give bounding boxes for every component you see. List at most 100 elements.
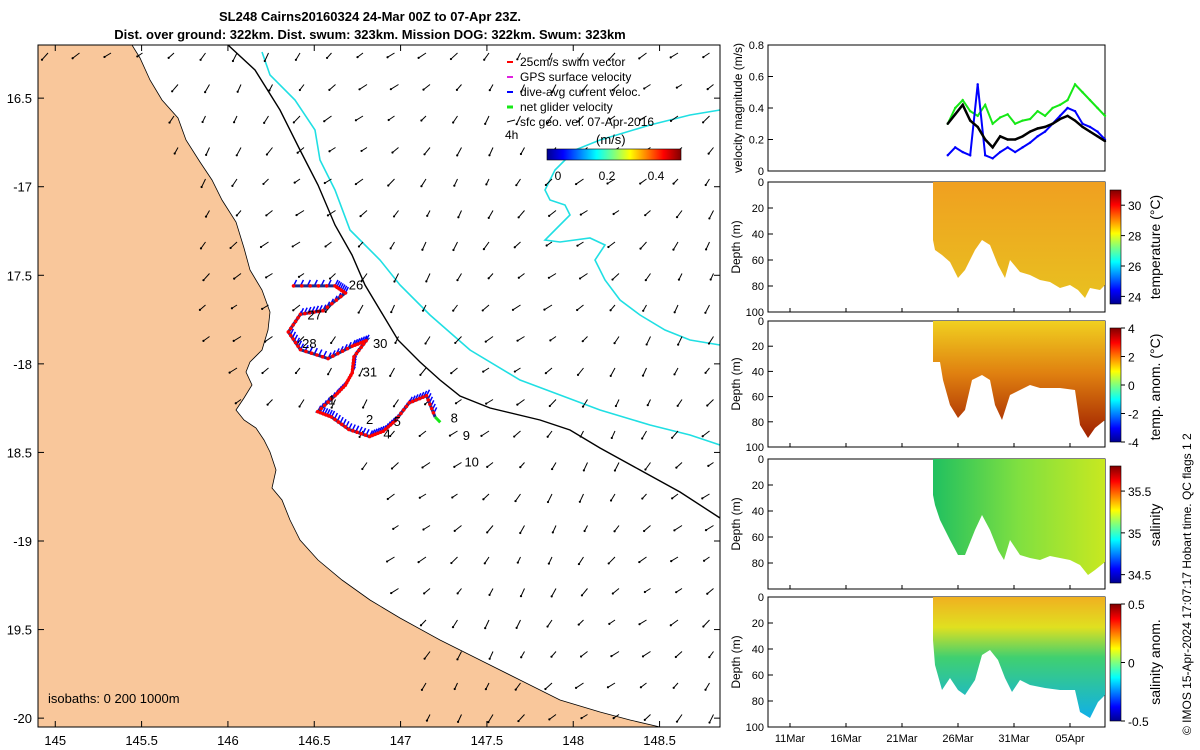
velocity-arrow [295,52,301,61]
velocity-arrow-head [235,214,238,217]
swim-vector-dot [355,430,359,435]
velocity-arrow [202,115,206,123]
velocity-arrow-head [546,122,549,125]
velocity-arrow [639,178,647,184]
velocity-arrow [230,241,238,249]
velocity-arrow-head [297,275,301,278]
legend-item-dive-avg: dive-avg current veloc. [507,85,641,99]
velocity-arrow [674,304,679,313]
velocity-arrow-head [581,340,584,343]
swim-vector-dot [386,425,390,429]
velocity-arrow-head [550,91,554,94]
velocity-arrow [331,399,336,408]
title-line-1: SL248 Cairns20160324 24-Mar 00Z to 07-Ap… [218,9,522,24]
velocity-arrow [708,651,714,658]
velocity-point [1006,146,1009,149]
velocity-arrow [360,210,368,217]
velocity-point [1013,150,1017,154]
salinity-panel: salinity [767,458,1163,590]
velocity-arrow-head [199,58,202,61]
swim-vector-dot [388,422,393,427]
velocity-arrow-head [613,530,616,533]
velocity-arrow-head [454,402,458,405]
velocity-point [1043,130,1047,133]
velocity-point [1066,106,1069,110]
velocity-arrow [517,336,525,342]
velocity-arrow [703,556,710,562]
velocity-point [1073,83,1077,86]
velocity-arrow [456,147,462,156]
velocity-arrow [579,273,588,279]
velocity-arrow [547,619,553,627]
velocity-arrow [580,210,588,215]
velocity-arrow [358,304,364,313]
velocity-arrow-head [389,374,392,377]
velocity-arrow-head [513,370,516,373]
velocity-arrow [297,147,305,154]
velocity-arrow-head [550,595,553,598]
velocity-arrow [703,52,710,58]
map-xtick-label: 146 [217,733,239,748]
velocity-arrow-head [673,373,676,376]
velocity-arrow [608,52,616,60]
velocity-point [1103,139,1107,143]
swim-vector-dot [321,412,326,416]
velocity-arrow [708,336,714,344]
velocity-arrow-head [425,280,428,283]
velocity-arrow [551,588,557,597]
legend-item-gps-velocity: GPS surface velocity [507,70,631,84]
velocity-arrow [639,556,647,563]
velocity-arrow-head [456,658,459,661]
velocity-arrow-head [40,58,44,61]
velocity-arrow [390,304,395,313]
velocity-arrow-head [704,183,707,187]
velocity-arrow-head [581,405,585,408]
velocity-arrow-head [669,624,672,627]
velocity-arrow [639,115,647,121]
depth-tick-label: 100 [746,722,764,734]
swim-vector-dot [351,358,356,362]
velocity-point [983,138,987,141]
colorbar-tick-1: 0.2 [599,169,616,183]
velocity-axes [767,44,1106,172]
velocity-arrow-head [515,626,518,630]
velocity-arrow [484,115,490,125]
isobath-200 [227,44,721,519]
velocity-arrow-head [579,435,582,438]
velocity-arrow [264,336,273,343]
temp-anomaly-panel: temp. anom. (°C) [767,320,1163,448]
velocity-arrow [706,588,714,595]
velocity-arrow [580,651,588,657]
velocity-series-line [947,84,1106,160]
velocity-arrow [330,336,336,344]
velocity-arrow-head [481,309,484,312]
velocity-arrow [515,682,521,690]
velocity-arrow-head [262,182,265,186]
velocity-point [1051,106,1054,110]
velocity-arrow-head [549,339,552,342]
velocity-arrow [577,115,584,122]
swim-vector-dot [316,284,321,288]
velocity-arrow-head [708,217,711,220]
velocity-arrow-head [517,276,520,279]
velocity-arrow-head [519,595,523,598]
velocity-arrow [611,430,616,439]
colorbar-tick-label: 2 [1128,351,1135,365]
velocity-arrow-head [386,56,389,59]
velocity-arrow [575,682,584,689]
map-ytick-label: 17.5 [7,268,32,283]
velocity-arrow [419,493,427,499]
salinity-anomaly-colorbar [1109,603,1122,722]
velocity-arrow [199,304,206,311]
velocity-arrow-head [707,342,711,345]
velocity-arrow [266,147,273,155]
swim-vector-dot [354,351,359,356]
velocity-arrow [644,588,651,593]
velocity-point [991,157,994,160]
velocity-point [1096,135,1099,138]
colorbar-tick-label: 35.5 [1128,485,1152,499]
swim-vector-dot [426,398,431,402]
velocity-arrow [677,399,683,407]
velocity-point [1058,103,1062,107]
swim-vector-dot [288,333,293,338]
